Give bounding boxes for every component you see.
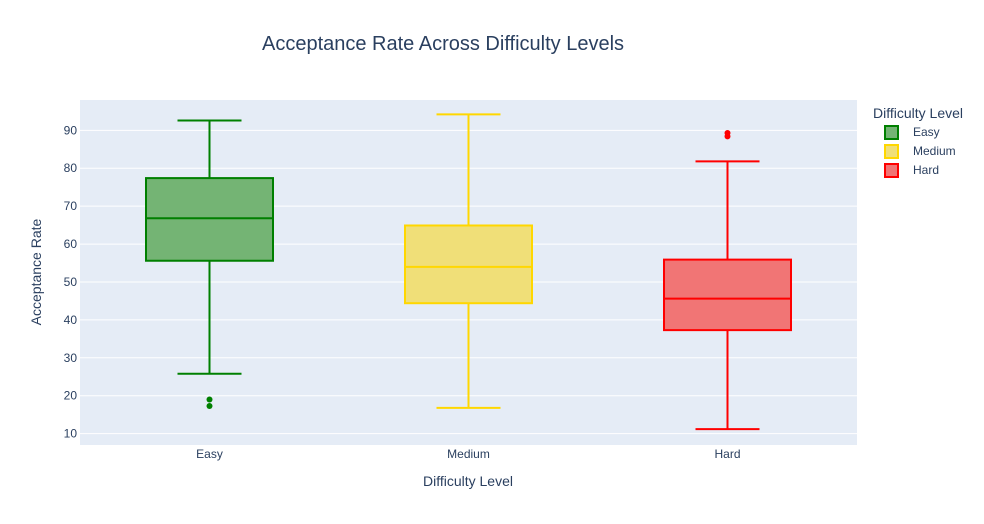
- x-tick-label: Easy: [196, 447, 223, 461]
- box-medium: [404, 113, 533, 409]
- y-tick-label: 70: [64, 199, 78, 213]
- y-tick-label: 50: [64, 275, 78, 289]
- legend-title: Difficulty Level: [873, 105, 963, 121]
- legend-item-easy: Easy: [884, 125, 940, 140]
- y-tick-label: 40: [64, 313, 78, 327]
- y-tick-label: 90: [64, 123, 78, 137]
- y-tick-label: 10: [64, 427, 78, 441]
- y-tick-label: 30: [64, 351, 78, 365]
- legend-item-medium: Medium: [884, 144, 956, 159]
- y-axis-ticks: 10 20 30 40 50 60 70 80 90: [64, 123, 78, 440]
- y-tick-label: 80: [64, 161, 78, 175]
- legend-swatch: [884, 144, 899, 159]
- x-tick-label: Hard: [714, 447, 740, 461]
- x-tick-label: Medium: [447, 447, 490, 461]
- chart-title: Acceptance Rate Across Difficulty Levels: [262, 33, 624, 55]
- legend-label: Easy: [913, 125, 940, 139]
- box-iqr: [145, 177, 274, 262]
- box-iqr: [404, 224, 533, 305]
- legend-swatch: [884, 125, 899, 140]
- legend-swatch: [884, 163, 899, 178]
- outlier-point: [206, 402, 213, 409]
- legend-label: Hard: [913, 163, 939, 177]
- outlier-point: [206, 396, 213, 403]
- legend: Easy Medium Hard: [884, 125, 956, 178]
- y-tick-label: 20: [64, 389, 78, 403]
- boxes: [145, 113, 792, 431]
- outlier-point: [724, 129, 731, 136]
- y-axis-title: Acceptance Rate: [28, 218, 44, 325]
- y-tick-label: 60: [64, 237, 78, 251]
- legend-label: Medium: [913, 144, 956, 158]
- box-iqr: [663, 258, 792, 332]
- box-easy: [145, 119, 274, 409]
- legend-item-hard: Hard: [884, 163, 939, 178]
- x-axis-ticks: Easy Medium Hard: [196, 447, 740, 461]
- box-hard: [663, 129, 792, 431]
- x-axis-title: Difficulty Level: [423, 473, 513, 489]
